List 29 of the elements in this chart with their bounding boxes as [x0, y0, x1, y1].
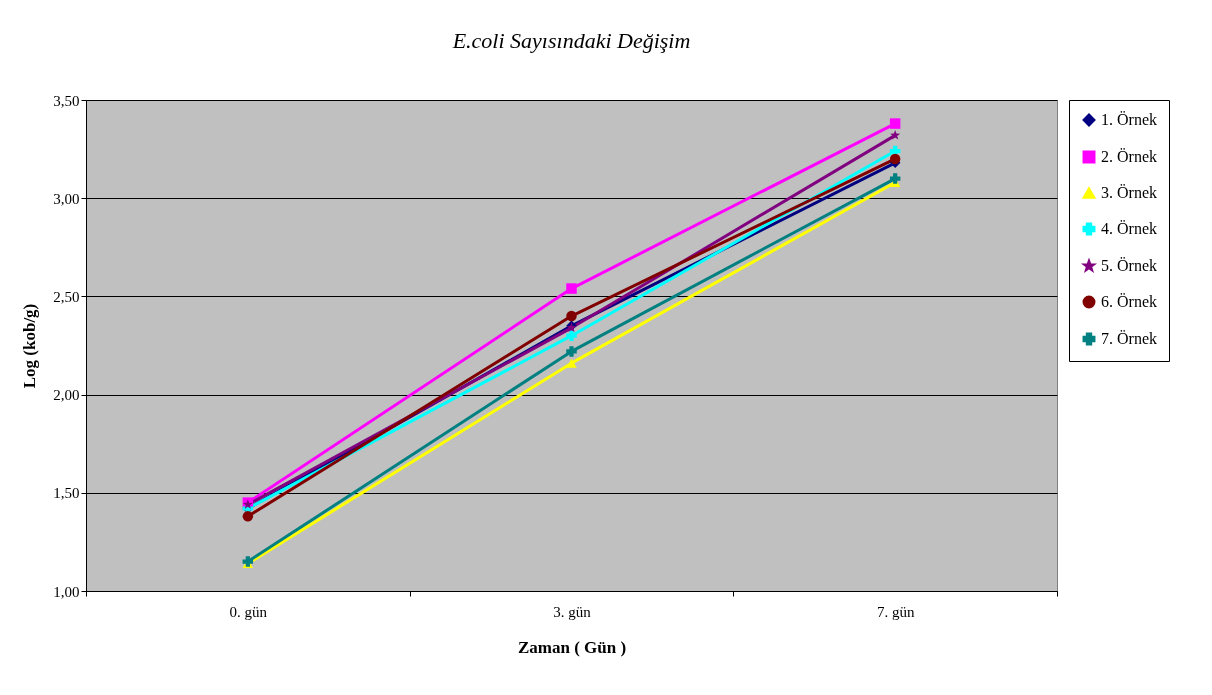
point: [566, 358, 577, 368]
legend-label: 3. Örnek: [1101, 184, 1157, 201]
y-tick-label: 3,50: [53, 92, 80, 109]
y-tick-label: 1,00: [53, 583, 80, 600]
legend-label: 7. Örnek: [1101, 330, 1157, 347]
y-tick-label: 1,50: [53, 485, 80, 502]
x-axis-title: Zaman ( Gün ): [517, 637, 627, 657]
x-tick-label: 0. gün: [229, 603, 268, 620]
legend-label: 2. Örnek: [1101, 148, 1157, 165]
x-tick-label: 3. gün: [553, 603, 592, 620]
legend-label: 6. Örnek: [1101, 293, 1157, 310]
point: [566, 346, 577, 357]
legend-label: 1. Örnek: [1101, 111, 1157, 128]
point: [566, 283, 577, 294]
y-tick-label: 3,00: [53, 190, 80, 207]
y-axis-title: Log (kob/g): [20, 303, 40, 389]
point: [889, 118, 901, 129]
point: [890, 130, 901, 140]
point: [889, 173, 901, 184]
point: [566, 310, 577, 322]
point: [242, 511, 254, 522]
point: [566, 330, 577, 341]
x-tick-label: 7. gün: [876, 603, 915, 620]
y-tick-label: 2,00: [53, 387, 80, 404]
y-tick-label: 2,50: [53, 288, 80, 305]
legend-label: 5. Örnek: [1101, 257, 1157, 274]
legend-label: 4. Örnek: [1101, 220, 1157, 237]
chart-title: E.coli Sayısındaki Değişim: [451, 28, 691, 53]
point: [889, 153, 901, 165]
